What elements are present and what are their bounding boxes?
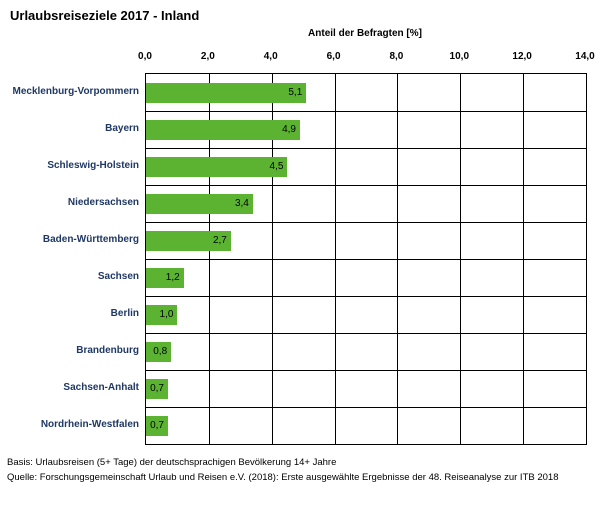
bar: 4,5 [146, 156, 288, 177]
row-separator [146, 185, 586, 186]
category-label: Sachsen-Anhalt [63, 382, 139, 393]
x-tick-label: 4,0 [263, 51, 278, 62]
bar-value-label: 3,4 [234, 198, 249, 209]
row-separator [146, 333, 586, 334]
category-label: Baden-Württemberg [42, 234, 139, 245]
x-axis-tick-row: 0,0 2,0 4,0 6,0 8,0 10,0 12,0 14,0 [138, 51, 595, 65]
footer: Basis: Urlaubsreisen (5+ Tage) der deuts… [7, 456, 602, 485]
row-separator [146, 148, 586, 149]
x-axis-title: Anteil der Befragten [%] [308, 28, 422, 39]
category-label: Sachsen [97, 271, 139, 282]
row-separator [146, 296, 586, 297]
x-tick-label: 12,0 [512, 51, 532, 62]
x-tick-label: 0,0 [138, 51, 152, 62]
row-separator [146, 111, 586, 112]
x-tick-label: 14,0 [575, 51, 595, 62]
bar-value-label: 0,7 [150, 420, 164, 431]
category-label: Brandenburg [76, 345, 139, 356]
bar: 3,4 [146, 193, 253, 214]
bar-value-label: 1,0 [159, 309, 174, 320]
bar: 0,7 [146, 378, 168, 399]
bar-value-label: 0,7 [150, 383, 164, 394]
bar: 0,8 [146, 341, 172, 362]
bar: 4,9 [146, 119, 300, 140]
row-separator [146, 370, 586, 371]
bar-value-label: 0,8 [153, 346, 168, 357]
x-tick-label: 2,0 [200, 51, 215, 62]
category-axis: Mecklenburg-Vorpommern Bayern Schleswig-Ho… [0, 73, 140, 443]
bar-value-label: 4,9 [282, 124, 296, 135]
row-separator [146, 407, 586, 408]
bar-value-label: 4,5 [269, 161, 284, 172]
category-label: Bayern [105, 123, 139, 134]
category-label: Niedersachsen [67, 197, 139, 208]
bar-value-label: 5,1 [288, 87, 303, 98]
category-label: Berlin [110, 308, 139, 319]
bar: 1,0 [146, 304, 178, 325]
bar: 1,2 [146, 267, 184, 288]
x-tick-label: 8,0 [389, 51, 404, 62]
bar-value-label: 2,7 [212, 235, 227, 246]
x-tick-label: 10,0 [449, 51, 470, 62]
bar: 2,7 [146, 230, 231, 251]
bar: 5,1 [146, 82, 307, 103]
category-label: Nordrhein-Westfalen [40, 419, 139, 430]
category-label: Schleswig-Holstein [47, 160, 139, 171]
footer-basis: Basis: Urlaubsreisen (5+ Tage) der deuts… [7, 457, 337, 468]
category-label: Mecklenburg-Vorpommern [12, 86, 140, 97]
footer-quelle: Quelle: Forschungsgemeinschaft Urlaub un… [7, 471, 559, 483]
row-separator [146, 259, 586, 260]
bar-value-label: 1,2 [165, 272, 180, 283]
x-tick-label: 6,0 [326, 51, 341, 62]
row-separator [146, 222, 586, 223]
chart-title: Urlaubsreiseziele 2017 - Inland [10, 8, 200, 23]
bar: 0,7 [146, 415, 168, 436]
plot-area: 5,1 4,9 4,5 3,4 2,7 1,2 1,0 0,8 0,7 0,7 [145, 73, 587, 445]
